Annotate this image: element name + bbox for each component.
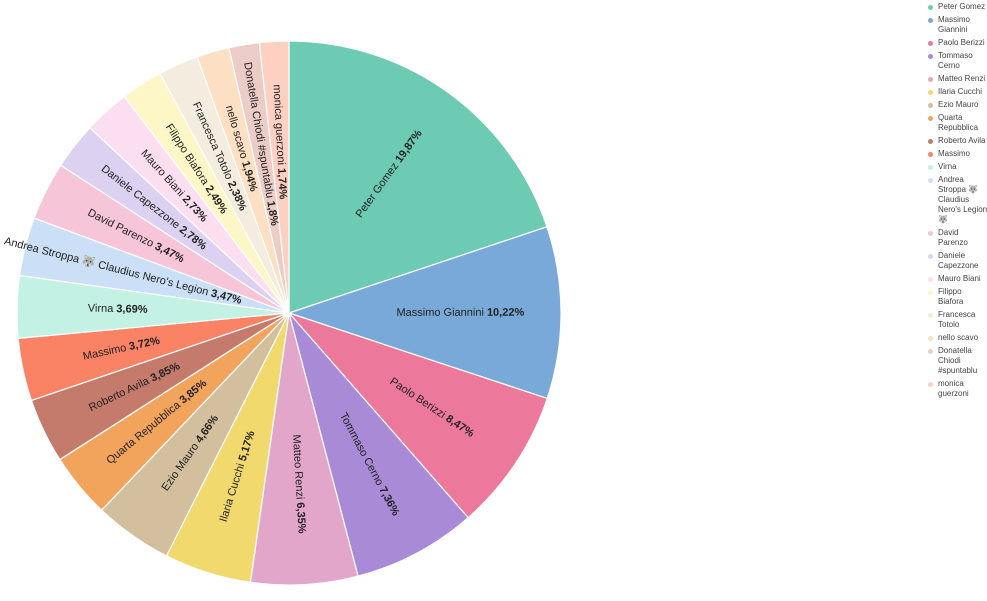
legend-item[interactable]: Ezio Mauro [928, 100, 987, 110]
legend-label: monica guerzoni [938, 379, 969, 398]
legend-marker [928, 253, 933, 259]
legend-label: Tommaso Cerno [938, 51, 973, 70]
legend-marker [928, 40, 933, 46]
legend-item[interactable]: Paolo Berizzi [928, 38, 987, 48]
legend-marker [928, 102, 933, 108]
legend-marker [928, 164, 933, 170]
legend-marker [928, 289, 933, 295]
legend-label: Peter Gomez [938, 2, 986, 11]
legend-label: Daniele Capezzone [938, 251, 979, 270]
legend-item[interactable]: Mauro Biani [928, 274, 987, 284]
pie-slice[interactable] [288, 40, 548, 314]
slice-label: monica guerzoni 1,74% [271, 84, 289, 200]
legend-marker [928, 138, 933, 144]
legend-item[interactable]: Filippo Biafora [928, 287, 987, 307]
legend-item[interactable]: Matteo Renzi [928, 74, 987, 84]
pie-slice[interactable] [288, 312, 470, 577]
legend-label: Massimo [938, 149, 971, 158]
slice-label: Matteo Renzi 6,35% [290, 434, 308, 534]
legend-label: Matteo Renzi [938, 74, 986, 83]
legend-marker [928, 89, 933, 95]
legend-item[interactable]: David Parenzo [928, 228, 987, 248]
legend-item[interactable]: Ilaria Cucchi [928, 87, 987, 97]
pie-slice[interactable] [258, 40, 290, 314]
legend-item[interactable]: Massimo [928, 149, 987, 159]
legend-item[interactable]: Quarta Repubblica [928, 113, 987, 133]
legend-label: Andrea Stroppa 🐺 Claudius Nero's Legion … [938, 175, 987, 224]
legend-item[interactable]: Andrea Stroppa 🐺 Claudius Nero's Legion … [928, 175, 987, 225]
legend-label: Paolo Berizzi [938, 38, 985, 47]
pie-slice[interactable] [287, 226, 562, 400]
legend-marker [928, 151, 933, 157]
legend-marker [928, 53, 933, 59]
legend-marker [928, 177, 933, 183]
legend-item[interactable]: Daniele Capezzone [928, 251, 987, 271]
pie-slices [16, 40, 562, 586]
legend-label: nello scavo [938, 333, 979, 342]
legend-item[interactable]: Donatella Chiodi #spuntablu [928, 346, 987, 376]
legend-marker [928, 312, 933, 318]
legend-label: Ezio Mauro [938, 100, 979, 109]
pie-slice[interactable] [287, 311, 548, 519]
legend-label: Quarta Repubblica [938, 113, 979, 132]
legend-item[interactable]: monica guerzoni [928, 379, 987, 399]
legend-item[interactable]: nello scavo [928, 333, 987, 343]
legend-marker [928, 76, 933, 82]
legend-marker [928, 276, 933, 282]
legend-item[interactable]: Francesca Totolo [928, 310, 987, 330]
chart-legend: Peter Gomez Massimo Giannini Paolo Berizzi… [928, 2, 987, 402]
legend-label: Francesca Totolo [938, 310, 976, 329]
legend-item[interactable]: Virna [928, 162, 987, 172]
legend-label: Mauro Biani [938, 274, 981, 283]
legend-label: Donatella Chiodi #spuntablu [938, 346, 978, 375]
legend-marker [928, 230, 933, 236]
legend-item[interactable]: Massimo Giannini [928, 15, 987, 35]
legend-label: Ilaria Cucchi [938, 87, 983, 96]
slice-label: Virna 3,69% [88, 302, 148, 315]
legend-marker [928, 17, 933, 23]
slice-label: Massimo Giannini 10,22% [396, 307, 524, 319]
legend-label: Virna [938, 162, 957, 171]
legend-item[interactable]: Tommaso Cerno [928, 51, 987, 71]
legend-item[interactable]: Peter Gomez [928, 2, 987, 12]
legend-label: David Parenzo [938, 228, 968, 247]
legend-marker [928, 4, 933, 10]
legend-marker [928, 348, 933, 354]
legend-marker [928, 381, 933, 387]
legend-marker [928, 335, 933, 341]
legend-marker [928, 115, 933, 121]
pie-chart: Peter Gomez 19,87%Massimo Giannini 10,22… [3, 40, 562, 586]
legend-label: Filippo Biafora [938, 287, 964, 306]
legend-item[interactable]: Roberto Avila [928, 136, 987, 146]
legend-label: Roberto Avila [938, 136, 986, 145]
legend-label: Massimo Giannini [938, 15, 971, 34]
